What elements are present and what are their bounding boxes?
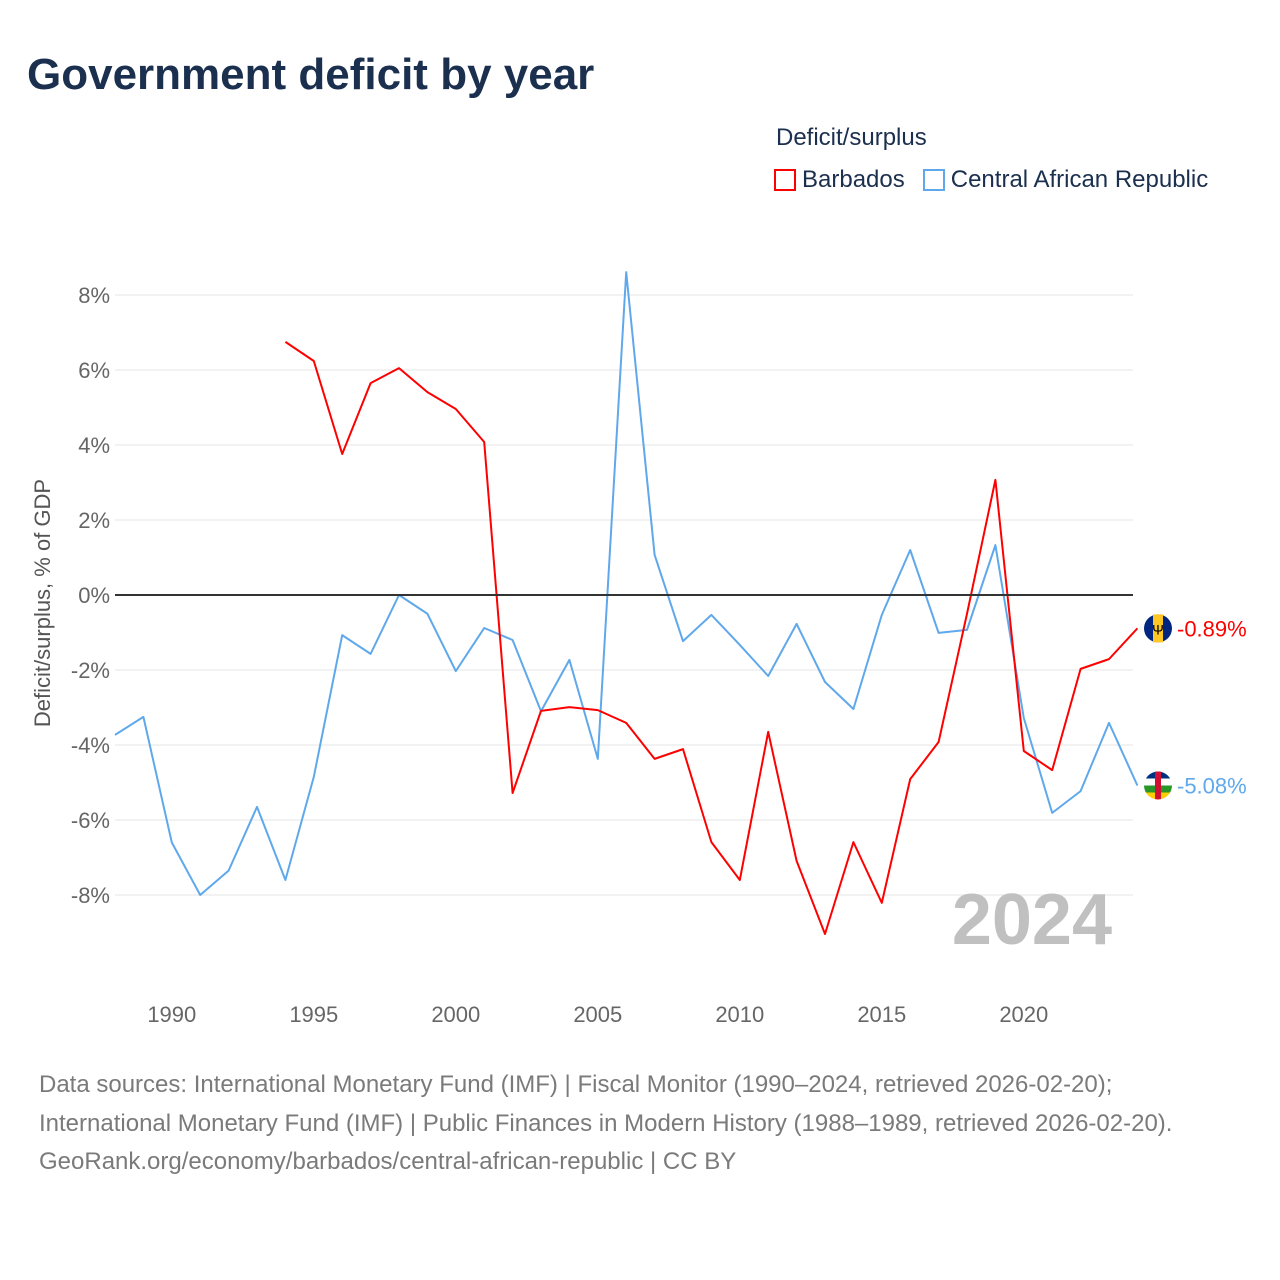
- car-flag-icon: [1144, 771, 1172, 800]
- source-link[interactable]: GeoRank.org/economy/barbados/central-afr…: [39, 1148, 737, 1175]
- y-tick-label: -2%: [71, 658, 110, 683]
- x-tick-label: 2010: [715, 1002, 764, 1027]
- x-tick-label: 1995: [289, 1002, 338, 1027]
- legend-swatch: [922, 169, 945, 191]
- y-tick-label: 0%: [78, 583, 110, 608]
- legend-label: Central African Republic: [950, 166, 1209, 193]
- x-tick-label: 1990: [147, 1002, 196, 1027]
- end-value-label: -0.89%: [1177, 616, 1247, 641]
- legend-swatch: [774, 169, 796, 191]
- legend-item-barbados[interactable]: Barbados: [774, 166, 905, 194]
- barbados-flag-icon: Ψ: [1144, 614, 1172, 643]
- flag-stripe: [1153, 614, 1163, 643]
- legend-item-car[interactable]: Central African Republic: [922, 166, 1209, 194]
- y-tick-label: 4%: [78, 433, 110, 458]
- chart-title: Government deficit by year: [27, 50, 595, 99]
- footer: Data sources: International Monetary Fun…: [39, 1066, 1239, 1182]
- x-tick-label: 2015: [857, 1002, 906, 1027]
- y-tick-label: 2%: [78, 508, 110, 533]
- series-line-central-african-republic: [114, 271, 1139, 896]
- x-tick-label: 2000: [431, 1002, 480, 1027]
- line-chart: 8% 6% 4% 2% 0% -2% -4% -6% -8% 1990 1995 2000 2005 20…: [30, 271, 1247, 1027]
- x-tick-label: 2020: [999, 1002, 1048, 1027]
- y-tick-label: 8%: [78, 283, 110, 308]
- year-watermark: 2024: [952, 880, 1112, 960]
- y-tick-label: -4%: [71, 733, 110, 758]
- y-tick-label: 6%: [78, 358, 110, 383]
- trident: Ψ: [1152, 621, 1164, 637]
- series-line-barbados: [284, 341, 1139, 935]
- y-axis-label: Deficit/surplus, % of GDP: [30, 479, 55, 727]
- legend-label: Barbados: [802, 166, 905, 193]
- y-tick-label: -8%: [71, 883, 110, 908]
- legend: Barbados Central African Republic: [774, 166, 1208, 194]
- legend-title: Deficit/surplus: [776, 124, 927, 151]
- y-tick-label: -6%: [71, 808, 110, 833]
- flag-stripe: [1155, 771, 1161, 800]
- data-sources: Data sources: International Monetary Fun…: [39, 1071, 1173, 1137]
- x-tick-label: 2005: [573, 1002, 622, 1027]
- end-value-label: -5.08%: [1177, 774, 1247, 799]
